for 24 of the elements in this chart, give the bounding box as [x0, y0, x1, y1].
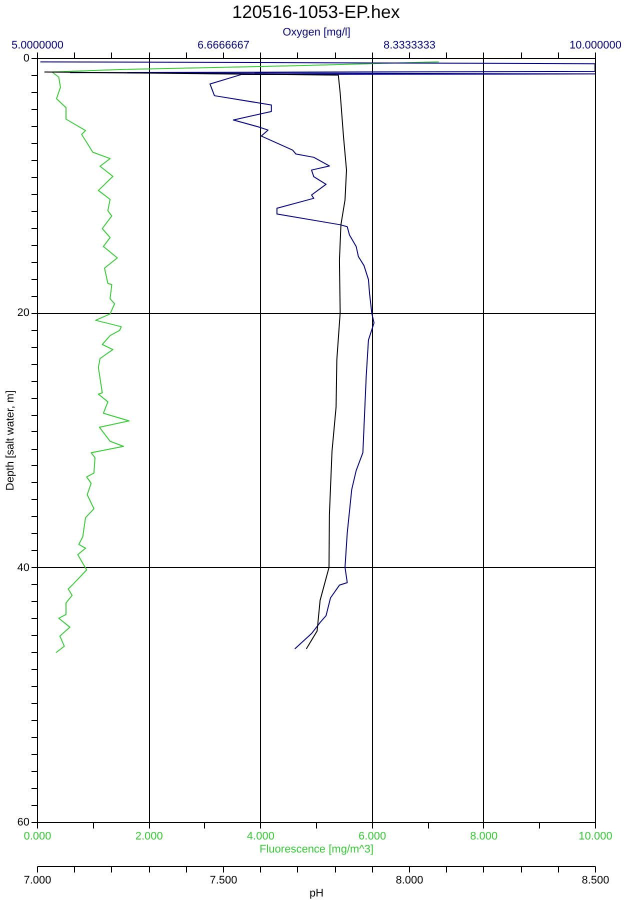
x-tick-label: 0.000: [24, 830, 52, 842]
x-tick-label: 7.000: [24, 874, 52, 886]
x-axis-title: Fluorescence [mg/m^3]: [260, 844, 374, 856]
y-tick-label: 20: [17, 307, 30, 320]
y-tick-label: 40: [17, 562, 30, 574]
y-axis-title: Depth [salt water, m]: [4, 390, 16, 491]
x2-tick-label: 8.3333333: [384, 40, 436, 52]
x2-tick-label: 10.000000: [570, 40, 622, 52]
x-tick-label: 2.000: [135, 830, 163, 842]
x2-tick-label: 5.0000000: [12, 40, 64, 52]
x-tick-label: 8.000: [396, 874, 424, 886]
x-tick-label: 8.500: [582, 874, 610, 886]
x2-tick-label: 6.6666667: [198, 40, 250, 52]
x-tick-label: 4.000: [246, 830, 274, 842]
x-tick-label: 8.000: [470, 830, 498, 842]
y-tick-label: 60: [17, 816, 30, 828]
line-series: [52, 61, 440, 654]
x2-axis-title: Oxygen [mg/l]: [282, 26, 350, 38]
y-tick-label: 0: [23, 52, 30, 64]
x-tick-label: 10.000: [578, 830, 612, 842]
chart-title: 120516-1053-EP.hex: [232, 2, 400, 22]
x-tick-label: 7.500: [210, 874, 238, 886]
x-tick-label: 6.000: [358, 830, 386, 842]
x-axis-title: pH: [309, 888, 324, 900]
